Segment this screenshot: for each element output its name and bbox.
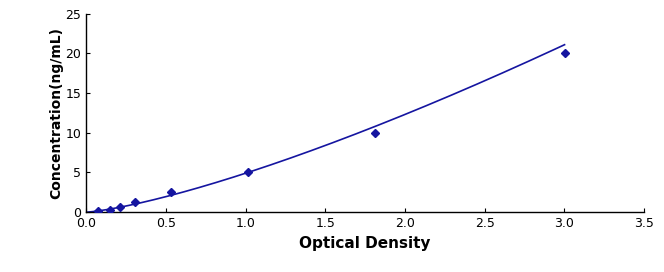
- X-axis label: Optical Density: Optical Density: [299, 236, 431, 251]
- Y-axis label: Concentration(ng/mL): Concentration(ng/mL): [49, 27, 63, 199]
